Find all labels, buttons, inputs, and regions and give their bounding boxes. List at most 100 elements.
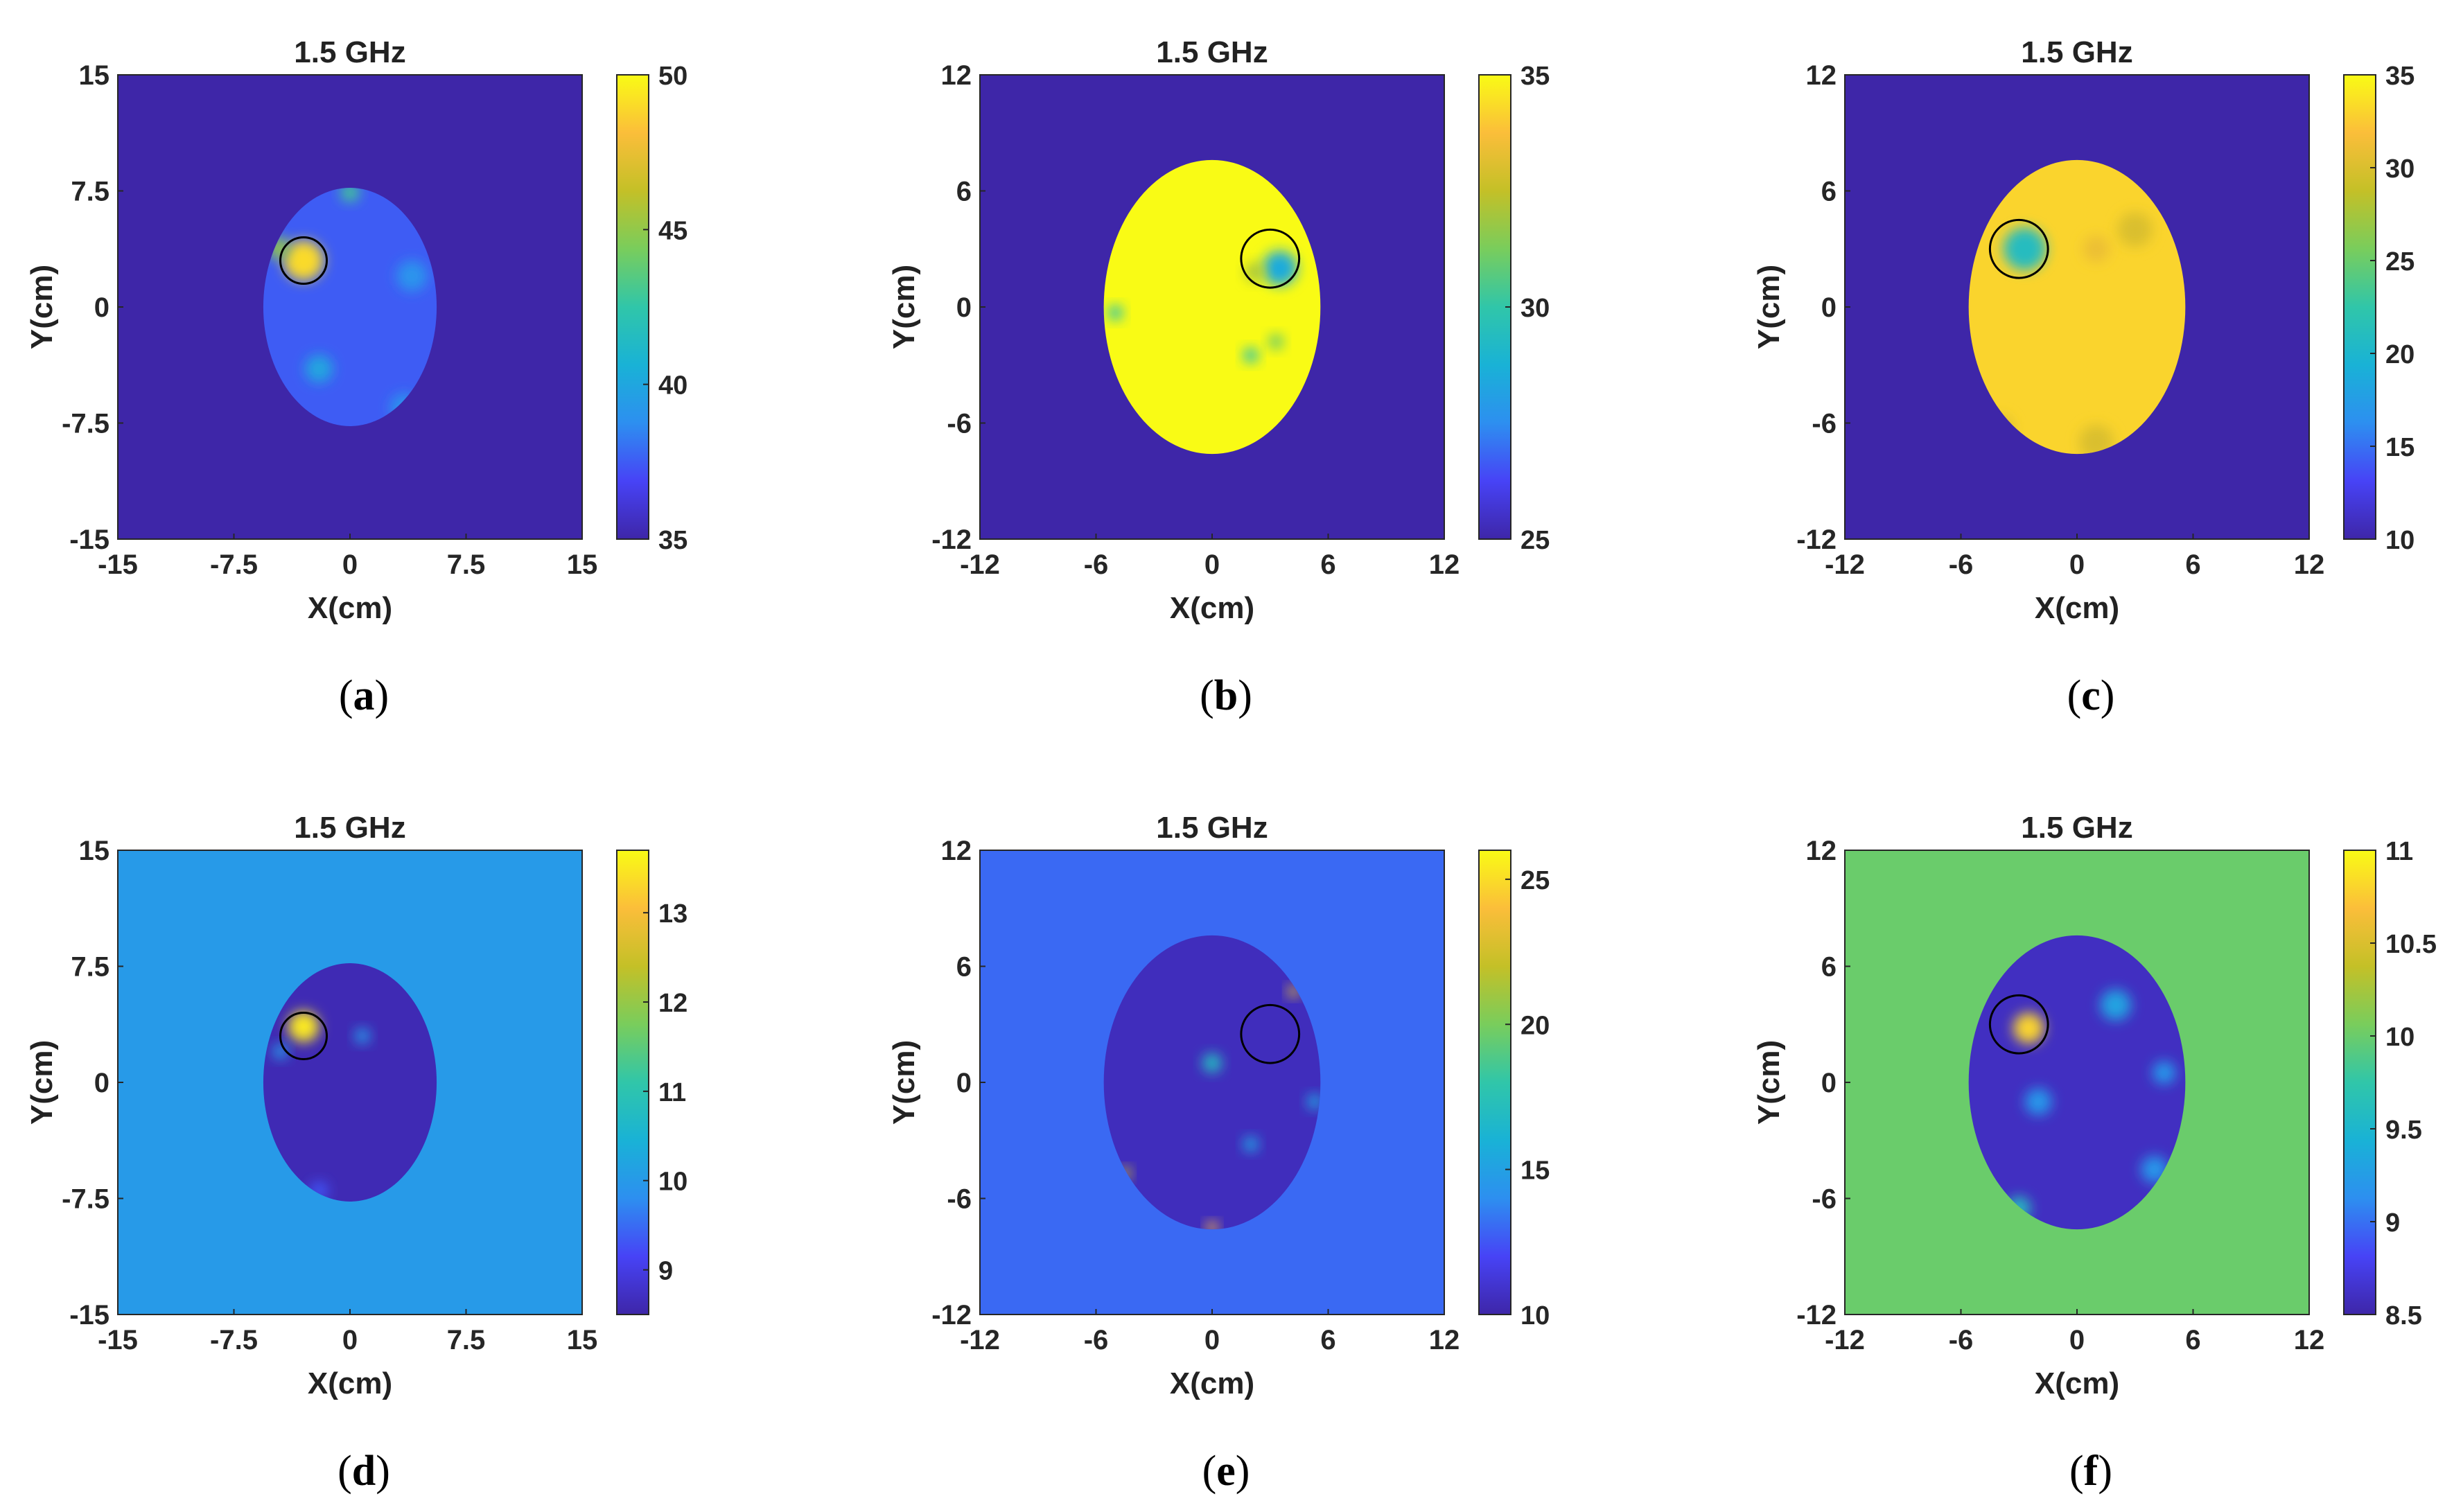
blob-c-0 bbox=[2003, 227, 2047, 270]
panel-e: -12 -6 0 6 12 -12 -6 0 6 12 1.5 GHz X(cm) Y(cm) 10 15 2… bbox=[887, 811, 1550, 1495]
xtick-label-c-4: 12 bbox=[2294, 550, 2325, 580]
caption-letter-a: a bbox=[353, 672, 375, 719]
ytick-label-f-4: 12 bbox=[1806, 836, 1837, 866]
xtick-label-b-3: 6 bbox=[1320, 550, 1335, 580]
xtick-label-d-4: 15 bbox=[567, 1325, 598, 1355]
blob-b-1 bbox=[1245, 262, 1265, 282]
ytick-label-e-2: 0 bbox=[956, 1068, 972, 1098]
colorbar-a bbox=[616, 74, 649, 540]
caption-c: (c) bbox=[2067, 672, 2115, 719]
panel-b: -12 -6 0 6 12 -12 -6 0 6 12 1.5 GHz X(cm) Y(cm) 25 30 3… bbox=[887, 35, 1550, 719]
ytick-label-d-1: -7.5 bbox=[62, 1184, 109, 1215]
xtick-label-b-0: -12 bbox=[960, 550, 1000, 580]
colorbar-label-d-3: 12 bbox=[658, 989, 687, 1018]
colorbar-label-d-4: 13 bbox=[658, 899, 687, 929]
ytick-label-b-2: 0 bbox=[956, 292, 972, 323]
target-circle-a bbox=[279, 236, 328, 285]
xtick-label-d-0: -15 bbox=[98, 1325, 138, 1355]
xtick-label-d-2: 0 bbox=[342, 1325, 358, 1355]
ytick-label-e-4: 12 bbox=[941, 836, 972, 866]
ytick-label-e-0: -12 bbox=[931, 1300, 972, 1330]
ytick-label-e-3: 6 bbox=[956, 952, 972, 983]
blob-e-0 bbox=[1202, 1053, 1222, 1073]
blobs-b bbox=[1107, 251, 1297, 363]
caption-letter-f: f bbox=[2084, 1448, 2099, 1495]
xtick-label-c-1: -6 bbox=[1949, 550, 1974, 580]
xtick-label-a-1: -7.5 bbox=[210, 550, 258, 580]
blob-d-0 bbox=[288, 1011, 319, 1042]
caption-b: (b) bbox=[1200, 672, 1252, 719]
blob-c-1 bbox=[2117, 212, 2153, 247]
ytick-label-d-4: 15 bbox=[79, 836, 110, 866]
colorbar-label-e-1: 15 bbox=[1520, 1157, 1550, 1186]
colorbar-label-a-1: 40 bbox=[658, 371, 687, 401]
ellipse-region-f bbox=[1968, 935, 2186, 1230]
xtick-label-d-3: 7.5 bbox=[447, 1325, 486, 1355]
colorbar-c bbox=[2343, 74, 2376, 540]
target-circle-d bbox=[279, 1012, 328, 1060]
xtick-label-c-2: 0 bbox=[2069, 550, 2085, 580]
ytick-label-a-3: 7.5 bbox=[71, 177, 109, 207]
y-axis-label-b: Y(cm) bbox=[887, 265, 921, 349]
y-axis-label-e: Y(cm) bbox=[887, 1040, 921, 1125]
panel-title-f: 1.5 GHz bbox=[2021, 811, 2132, 845]
blob-f-1 bbox=[2100, 990, 2132, 1021]
panel-title-c: 1.5 GHz bbox=[2021, 35, 2132, 69]
colorbar-label-f-1: 9 bbox=[2385, 1208, 2400, 1238]
panel-c: -12 -6 0 6 12 -12 -6 0 6 12 1.5 GHz X(cm) Y(cm) 10 15 2… bbox=[1752, 35, 2414, 719]
caption-a: (a) bbox=[339, 672, 389, 719]
caption-d: (d) bbox=[338, 1448, 390, 1495]
blob-b-0 bbox=[1262, 251, 1297, 286]
target-circle-e bbox=[1240, 1003, 1301, 1064]
x-axis-label-c: X(cm) bbox=[2035, 591, 2119, 625]
ytick-label-d-2: 0 bbox=[94, 1068, 109, 1098]
blob-b-2 bbox=[1107, 305, 1123, 321]
colorbar-label-c-4: 30 bbox=[2385, 155, 2414, 184]
ytick-label-a-4: 15 bbox=[79, 60, 110, 91]
colorbar-label-e-3: 25 bbox=[1520, 866, 1550, 895]
caption-e: (e) bbox=[1202, 1448, 1250, 1495]
colorbar-label-a-3: 50 bbox=[658, 62, 687, 91]
xtick-label-c-3: 6 bbox=[2185, 550, 2200, 580]
colorbar-label-f-5: 11 bbox=[2385, 837, 2413, 866]
target-circle-c bbox=[1988, 218, 2049, 279]
x-axis-label-e: X(cm) bbox=[1170, 1366, 1254, 1400]
colorbar-label-f-4: 10.5 bbox=[2385, 930, 2437, 959]
colorbar-label-d-2: 11 bbox=[658, 1078, 686, 1107]
ytick-label-c-0: -12 bbox=[1796, 525, 1837, 555]
colorbar-label-a-2: 45 bbox=[658, 216, 687, 245]
caption-letter-d: d bbox=[352, 1448, 376, 1495]
ytick-label-c-2: 0 bbox=[1821, 292, 1837, 323]
ellipse-region-c bbox=[1968, 159, 2186, 455]
caption-letter-c: c bbox=[2081, 672, 2101, 719]
blob-b-4 bbox=[1268, 334, 1284, 350]
ellipse-region-e bbox=[1103, 935, 1321, 1230]
caption-f: (f) bbox=[2069, 1448, 2112, 1495]
blob-b-3 bbox=[1243, 347, 1259, 363]
target-circle-b bbox=[1240, 228, 1301, 289]
ytick-label-f-3: 6 bbox=[1821, 952, 1837, 983]
xtick-label-e-0: -12 bbox=[960, 1325, 1000, 1355]
colorbar-label-f-3: 10 bbox=[2385, 1023, 2414, 1052]
ytick-label-d-0: -15 bbox=[69, 1300, 109, 1330]
ytick-label-e-1: -6 bbox=[947, 1184, 972, 1215]
colorbar-label-d-0: 9 bbox=[658, 1257, 673, 1286]
x-axis-label-f: X(cm) bbox=[2035, 1366, 2119, 1400]
ytick-label-c-1: -6 bbox=[1812, 409, 1837, 439]
blob-a-3 bbox=[305, 355, 333, 383]
ytick-label-b-4: 12 bbox=[941, 60, 972, 91]
ellipse-region-a bbox=[263, 188, 437, 426]
colorbar-label-c-2: 20 bbox=[2385, 340, 2414, 369]
blob-a-0 bbox=[283, 240, 324, 281]
xtick-label-b-2: 0 bbox=[1204, 550, 1220, 580]
colorbar-label-c-1: 15 bbox=[2385, 433, 2414, 462]
xtick-label-c-0: -12 bbox=[1825, 550, 1865, 580]
xtick-label-b-1: -6 bbox=[1084, 550, 1109, 580]
ytick-label-b-1: -6 bbox=[947, 409, 972, 439]
blob-c-4 bbox=[2083, 235, 2110, 263]
panel-title-b: 1.5 GHz bbox=[1156, 35, 1268, 69]
ytick-label-f-2: 0 bbox=[1821, 1068, 1837, 1098]
panel-d: -15 -7.5 0 7.5 15 -15 -7.5 0 7.5 15 1.5 GHz X(cm) Y(… bbox=[25, 811, 687, 1495]
xtick-label-e-2: 0 bbox=[1204, 1325, 1220, 1355]
